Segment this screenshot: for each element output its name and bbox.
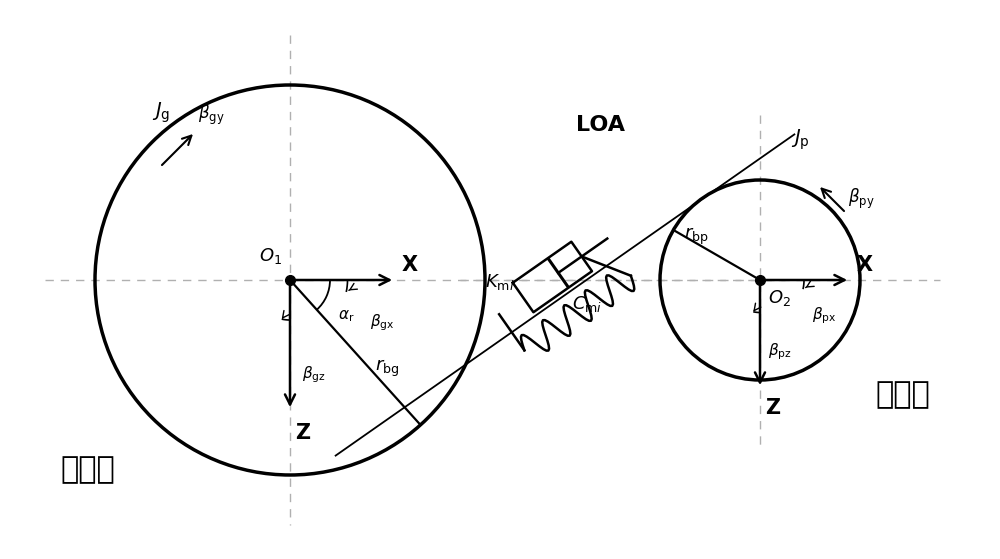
Text: $\beta_{\rm py}$: $\beta_{\rm py}$ xyxy=(848,187,875,211)
Text: $J_{\rm g}$: $J_{\rm g}$ xyxy=(152,101,170,125)
Text: $r_{\rm bp}$: $r_{\rm bp}$ xyxy=(684,226,709,247)
Text: LOA: LOA xyxy=(576,115,624,135)
Text: 大齿轮: 大齿轮 xyxy=(60,456,115,485)
Text: $J_{\rm p}$: $J_{\rm p}$ xyxy=(791,127,810,152)
Text: $K_{{\rm m}i}$: $K_{{\rm m}i}$ xyxy=(485,272,514,292)
Text: $r_{\rm bg}$: $r_{\rm bg}$ xyxy=(375,357,400,378)
Text: $C_{{\rm m}i}$: $C_{{\rm m}i}$ xyxy=(572,294,602,314)
Text: X: X xyxy=(857,255,873,275)
Text: $\beta_{\rm gz}$: $\beta_{\rm gz}$ xyxy=(302,364,326,385)
Text: $\beta_{\rm pz}$: $\beta_{\rm pz}$ xyxy=(768,342,792,362)
Text: $O_2$: $O_2$ xyxy=(768,288,791,308)
Text: Z: Z xyxy=(765,398,780,418)
Text: $\beta_{\rm gx}$: $\beta_{\rm gx}$ xyxy=(370,312,394,333)
Text: X: X xyxy=(402,255,418,275)
Text: $\beta_{\rm gy}$: $\beta_{\rm gy}$ xyxy=(198,103,225,127)
Text: 小齿轮: 小齿轮 xyxy=(875,381,930,410)
Text: Z: Z xyxy=(295,423,310,443)
Text: $\alpha_{\rm r}$: $\alpha_{\rm r}$ xyxy=(338,308,355,324)
Text: $O_1$: $O_1$ xyxy=(259,246,282,266)
Text: $\beta_{\rm px}$: $\beta_{\rm px}$ xyxy=(812,305,836,325)
